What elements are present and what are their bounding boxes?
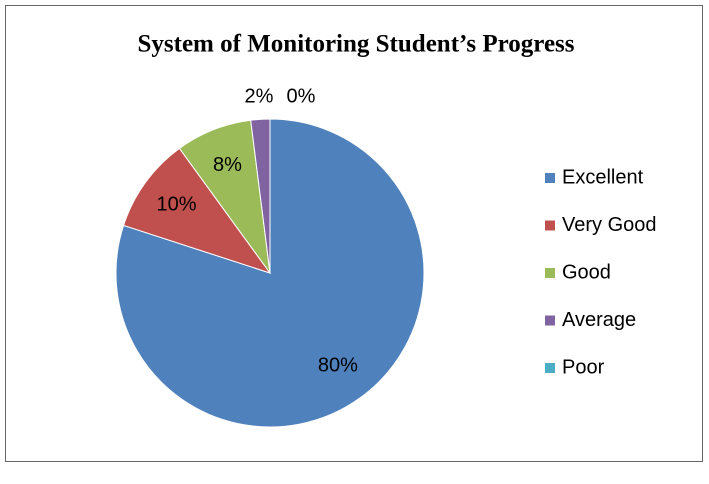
legend-swatch [545, 173, 555, 183]
legend-label: Good [562, 261, 611, 283]
data-label: 10% [157, 193, 197, 215]
pie-slice [250, 118, 271, 274]
data-label: 80% [318, 355, 358, 377]
pie-slice [122, 147, 272, 274]
legend-label: Average [562, 309, 636, 331]
legend-label: Excellent [562, 166, 644, 188]
legend-label: Very Good [562, 214, 657, 236]
legend-swatch [545, 268, 555, 278]
data-label: 8% [213, 154, 242, 176]
legend-label: Poor [562, 356, 605, 378]
data-label: 2% [244, 86, 273, 108]
legend-swatch [545, 220, 555, 231]
data-label: 0% [286, 85, 315, 107]
chart-title: System of Monitoring Student’s Progress [137, 31, 574, 58]
legend-swatch [545, 315, 555, 326]
legend-swatch [545, 363, 555, 373]
